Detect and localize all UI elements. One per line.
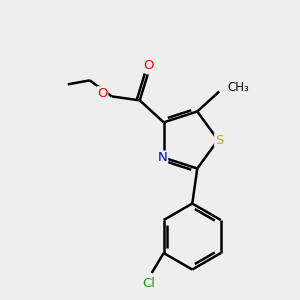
Text: Cl: Cl: [142, 277, 155, 290]
Text: O: O: [143, 59, 154, 72]
Text: CH₃: CH₃: [227, 81, 249, 94]
Text: S: S: [215, 134, 223, 146]
Text: O: O: [97, 87, 108, 100]
Text: N: N: [158, 151, 168, 164]
